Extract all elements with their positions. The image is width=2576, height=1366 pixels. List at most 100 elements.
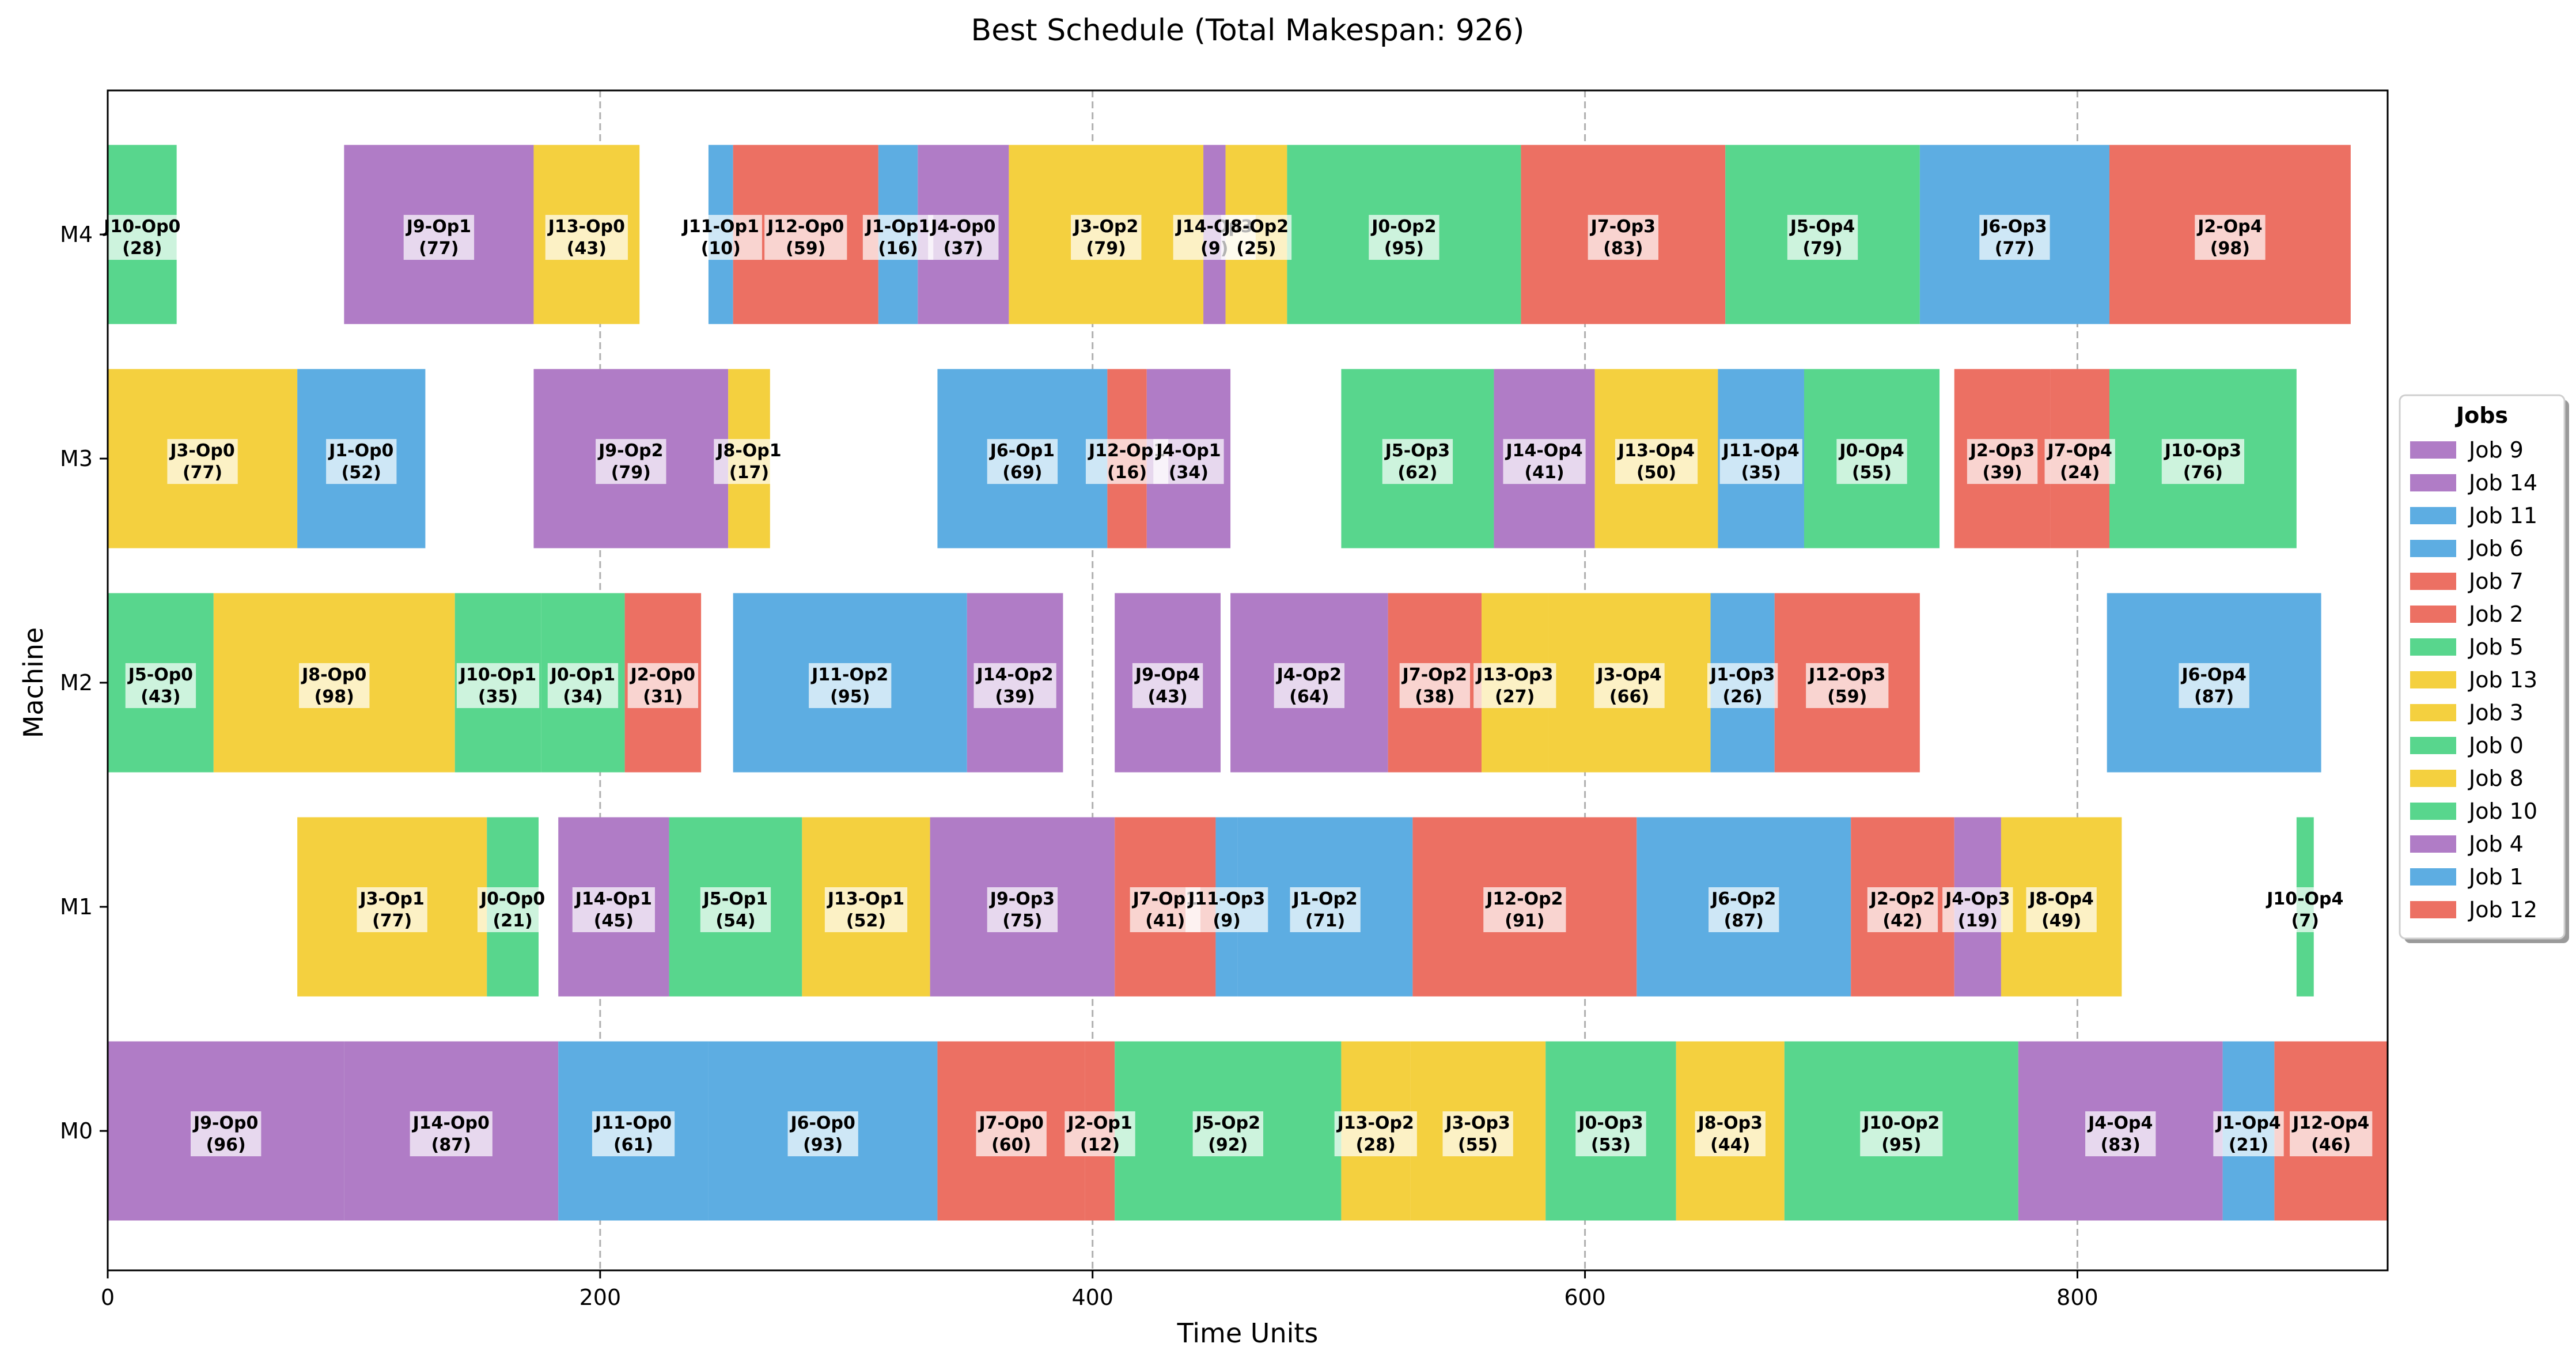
task-op-label: J1-Op0 — [328, 441, 393, 461]
task-label-box — [1719, 439, 1802, 484]
task-label-box — [596, 439, 666, 484]
x-axis: 0 200 400 600 800 — [101, 1270, 2098, 1310]
task-duration-label: (59) — [1827, 687, 1867, 707]
task-duration-label: (35) — [1741, 463, 1781, 483]
task-label-box — [2085, 1111, 2156, 1156]
task-label: J1-Op4(21) — [2213, 1111, 2284, 1156]
legend: Jobs Job 9 Job 14 Job 11 Job 6 Job 7 Job 2 Job … — [2399, 394, 2569, 943]
task-op-label: J10-Op3 — [2164, 441, 2241, 461]
task-op-label: J4-Op2 — [1276, 665, 1342, 685]
task-label: J1-Op3(26) — [1707, 663, 1778, 708]
task-label: J3-Op3(55) — [1442, 1111, 1513, 1156]
task-label-box — [1787, 215, 1858, 260]
task-op-label: J9-Op0 — [192, 1113, 258, 1133]
task-label-box — [357, 887, 427, 932]
task-duration-label: (45) — [594, 911, 634, 931]
y-axis: M0 M1 M2 M3 M4 — [60, 222, 108, 1144]
task-label: J1-Op2(71) — [1290, 887, 1361, 932]
task-label-box — [1382, 439, 1453, 484]
task-duration-label: (79) — [611, 463, 651, 483]
task-duration-label: (59) — [786, 239, 825, 259]
task-label: J7-Op4(24) — [2044, 439, 2115, 484]
task-duration-label: (37) — [944, 239, 983, 259]
task-op-label: J9-Op4 — [1134, 665, 1200, 685]
task-duration-label: (31) — [643, 687, 683, 707]
task-label: J7-Op3(83) — [1588, 215, 1659, 260]
task-duration-label: (19) — [1958, 911, 1998, 931]
task-duration-label: (9) — [1213, 911, 1241, 931]
task-label-box — [987, 439, 1058, 484]
task-op-label: J2-Op4 — [2196, 217, 2262, 237]
task-label: J12-Op3(59) — [1806, 663, 1889, 708]
task-label-box — [1185, 887, 1268, 932]
task-op-label: J12-Op3 — [1808, 665, 1885, 685]
task-label-box — [987, 887, 1058, 932]
task-op-label: J13-Op4 — [1617, 441, 1695, 461]
task-op-label: J8-Op1 — [715, 441, 781, 461]
task-label-box — [1192, 1111, 1263, 1156]
task-op-label: J1-Op2 — [1291, 889, 1357, 909]
task-label-box — [627, 663, 699, 708]
task-duration-label: (21) — [2229, 1135, 2268, 1155]
task-label-box — [1399, 663, 1471, 708]
task-labels: J9-Op0(96)J5-Op0(43)J3-Op0(77)J10-Op0(28… — [101, 215, 2373, 1156]
task-label-box — [679, 215, 762, 260]
task-op-label: J5-Op3 — [1384, 441, 1450, 461]
task-duration-label: (28) — [122, 239, 162, 259]
legend-title: Jobs — [2454, 403, 2508, 428]
task-op-label: J6-Op2 — [1710, 889, 1776, 909]
legend-entry-label: Job 12 — [2468, 897, 2537, 922]
task-label-box — [714, 439, 785, 484]
task-label: J13-Op3(27) — [1473, 663, 1556, 708]
task-label-box — [1979, 215, 2050, 260]
task-duration-label: (98) — [315, 687, 354, 707]
task-label-box — [1442, 1111, 1513, 1156]
legend-swatch — [2410, 803, 2456, 820]
task-op-label: J4-Op3 — [1944, 889, 2010, 909]
task-label: J6-Op0(93) — [787, 1111, 858, 1156]
task-label: J3-Op4(66) — [1594, 663, 1665, 708]
task-op-label: J8-Op2 — [1223, 217, 1289, 237]
task-duration-label: (87) — [431, 1135, 471, 1155]
legend-swatch — [2410, 704, 2456, 721]
task-duration-label: (10) — [701, 239, 741, 259]
task-label: J4-Op4(83) — [2085, 1111, 2156, 1156]
task-duration-label: (21) — [493, 911, 533, 931]
task-label-box — [1290, 887, 1361, 932]
task-label-box — [862, 215, 934, 260]
task-label: J9-Op2(79) — [596, 439, 666, 484]
task-label-box — [299, 663, 370, 708]
task-op-label: J0-Op1 — [550, 665, 615, 685]
chart-title: Best Schedule (Total Makespan: 926) — [971, 13, 1525, 48]
task-duration-label: (77) — [372, 911, 412, 931]
task-label: J8-Op1(17) — [714, 439, 785, 484]
task-label: J9-Op4(43) — [1132, 663, 1203, 708]
task-label-box — [2290, 1111, 2373, 1156]
task-op-label: J5-Op1 — [702, 889, 768, 909]
task-label: J2-Op0(31) — [627, 663, 699, 708]
task-label: J2-Op2(42) — [1867, 887, 1938, 932]
task-op-label: J14-Op2 — [975, 665, 1053, 685]
task-label: J9-Op1(77) — [403, 215, 475, 260]
task-op-label: J9-Op2 — [597, 441, 663, 461]
task-duration-label: (28) — [1356, 1135, 1396, 1155]
task-op-label: J14-Op0 — [412, 1113, 490, 1133]
task-label-box — [1867, 887, 1938, 932]
task-label-box — [190, 1111, 262, 1156]
task-label-box — [1575, 1111, 1646, 1156]
legend-entry-label: Job 1 — [2468, 864, 2524, 890]
x-tick-label: 400 — [1071, 1285, 1113, 1310]
task-label-box — [1132, 663, 1203, 708]
task-op-label: J7-Op4 — [2047, 441, 2112, 461]
task-duration-label: (25) — [1236, 239, 1276, 259]
task-label-box — [1274, 663, 1345, 708]
task-label: J12-Op4(46) — [2290, 1111, 2373, 1156]
task-op-label: J11-Op4 — [1722, 441, 1800, 461]
task-label: J5-Op2(92) — [1192, 1111, 1263, 1156]
task-duration-label: (92) — [1208, 1135, 1248, 1155]
task-duration-label: (55) — [1852, 463, 1892, 483]
task-duration-label: (87) — [2194, 687, 2234, 707]
task-label-box — [1153, 439, 1224, 484]
task-label-box — [2161, 439, 2245, 484]
task-duration-label: (52) — [846, 911, 886, 931]
